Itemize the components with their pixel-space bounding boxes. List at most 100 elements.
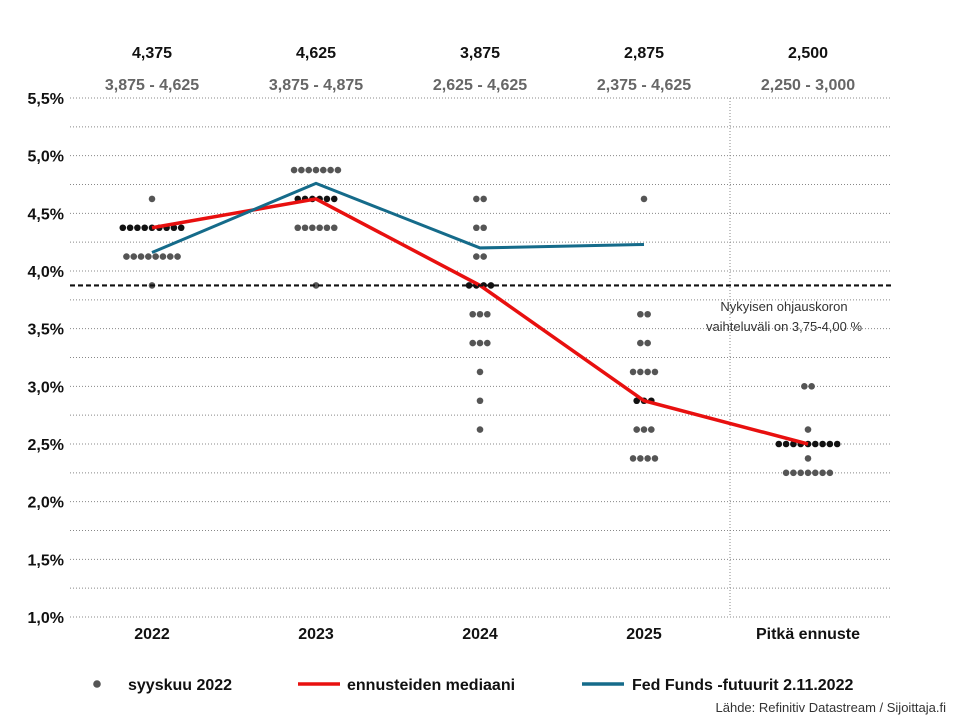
dot-marker bbox=[301, 224, 309, 232]
dot-marker bbox=[833, 440, 841, 448]
legend-label: ennusteiden mediaani bbox=[347, 677, 515, 694]
range-label: 3,875 - 4,875 bbox=[269, 77, 363, 94]
dot-marker bbox=[476, 368, 484, 376]
dot-marker bbox=[812, 469, 819, 477]
dot-marker bbox=[294, 224, 302, 232]
dot-marker bbox=[141, 224, 148, 232]
futures-series-line bbox=[151, 181, 645, 254]
dot-marker bbox=[637, 455, 644, 462]
dot-markers bbox=[119, 166, 841, 477]
dot-marker bbox=[804, 426, 812, 433]
dot-marker bbox=[334, 166, 342, 174]
range-label: 2,250 - 3,000 bbox=[761, 77, 855, 94]
dot-marker bbox=[804, 455, 812, 462]
dot-marker bbox=[826, 440, 834, 448]
x-tick-label: Pitkä ennuste bbox=[756, 626, 860, 643]
dot-marker bbox=[484, 310, 491, 318]
dot-marker bbox=[629, 455, 637, 462]
dot-marker bbox=[804, 469, 812, 477]
y-tick-label: 4,5% bbox=[28, 206, 64, 223]
dot-marker bbox=[159, 253, 167, 260]
x-tick-label: 2025 bbox=[626, 626, 662, 643]
dot-marker bbox=[826, 469, 834, 477]
dot-marker bbox=[797, 469, 804, 477]
dot-marker bbox=[148, 195, 156, 203]
dot-marker bbox=[480, 195, 487, 203]
dot-marker bbox=[808, 383, 815, 390]
median-label: 4,625 bbox=[296, 45, 336, 62]
dot-marker bbox=[801, 383, 808, 390]
dot-marker bbox=[476, 426, 484, 433]
dot-marker bbox=[320, 166, 327, 174]
dot-marker bbox=[469, 310, 477, 318]
median-label: 2,500 bbox=[788, 45, 828, 62]
range-label: 3,875 - 4,625 bbox=[105, 77, 199, 94]
y-tick-label: 1,0% bbox=[28, 610, 64, 627]
reference-annotation-line: Nykyisen ohjauskoron bbox=[720, 299, 847, 314]
dot-marker bbox=[476, 339, 484, 347]
y-tick-label: 1,5% bbox=[28, 552, 64, 569]
dot-marker bbox=[819, 469, 826, 477]
dot-marker bbox=[473, 224, 480, 232]
dot-marker bbox=[323, 195, 331, 203]
dot-marker bbox=[637, 310, 644, 318]
dot-marker bbox=[480, 224, 487, 232]
median-and-range-labels: 4,375 4,625 3,875 2,875 2,500 3,875 - 4,625 3,… bbox=[105, 45, 855, 94]
dot-marker bbox=[476, 310, 484, 318]
range-label: 2,625 - 4,625 bbox=[433, 77, 527, 94]
x-axis-category-labels: 2022 2023 2024 2025 Pitkä ennuste bbox=[134, 626, 860, 643]
dot-marker bbox=[137, 253, 145, 260]
dot-marker bbox=[174, 253, 181, 260]
dot-marker bbox=[323, 224, 331, 232]
dot-marker bbox=[812, 440, 819, 448]
dot-marker bbox=[469, 339, 477, 347]
dot-marker bbox=[309, 224, 316, 232]
y-tick-label: 3,5% bbox=[28, 322, 64, 339]
dot-marker bbox=[316, 224, 323, 232]
median-label: 2,875 bbox=[624, 45, 664, 62]
dot-marker bbox=[152, 253, 159, 260]
legend-dot-symbol bbox=[93, 680, 101, 688]
source-note: Lähde: Refinitiv Datastream / Sijoittaja… bbox=[716, 700, 947, 715]
dot-marker bbox=[473, 195, 480, 203]
dot-marker bbox=[633, 397, 640, 405]
dot-marker bbox=[298, 166, 305, 174]
dot-marker bbox=[119, 224, 127, 232]
dot-marker bbox=[648, 426, 655, 433]
x-tick-label: 2024 bbox=[462, 626, 498, 643]
dot-marker bbox=[782, 440, 790, 448]
dot-marker bbox=[473, 253, 480, 260]
dot-marker bbox=[637, 368, 644, 376]
dot-marker bbox=[644, 310, 651, 318]
dot-marker bbox=[644, 339, 651, 347]
reference-annotation: Nykyisen ohjauskoron vaihteluväli on 3,75… bbox=[70, 284, 892, 334]
dot-marker bbox=[790, 469, 797, 477]
dot-marker bbox=[166, 253, 174, 260]
dot-marker bbox=[633, 426, 640, 433]
x-tick-label: 2023 bbox=[298, 626, 334, 643]
x-tick-label: 2022 bbox=[134, 626, 170, 643]
dot-marker bbox=[170, 224, 178, 232]
legend-label: Fed Funds -futuurit 2.11.2022 bbox=[632, 677, 853, 694]
dot-marker bbox=[775, 440, 783, 448]
dot-marker bbox=[782, 469, 790, 477]
reference-annotation-line: vaihteluväli on 3,75-4,00 % bbox=[706, 319, 863, 334]
y-tick-label: 4,0% bbox=[28, 264, 64, 281]
dot-marker bbox=[637, 339, 644, 347]
dot-marker bbox=[312, 166, 320, 174]
dot-marker bbox=[327, 166, 334, 174]
dot-marker bbox=[640, 195, 648, 203]
dot-marker bbox=[126, 224, 134, 232]
range-label: 2,375 - 4,625 bbox=[597, 77, 691, 94]
median-label: 3,875 bbox=[460, 45, 500, 62]
dot-marker bbox=[644, 368, 651, 376]
y-tick-label: 5,5% bbox=[28, 91, 64, 108]
dot-marker bbox=[480, 253, 487, 260]
grid-lines bbox=[70, 97, 892, 618]
dot-marker bbox=[312, 282, 320, 289]
dot-marker bbox=[130, 253, 138, 260]
dot-marker bbox=[330, 224, 338, 232]
dot-marker bbox=[145, 253, 152, 260]
dot-marker bbox=[330, 195, 338, 203]
